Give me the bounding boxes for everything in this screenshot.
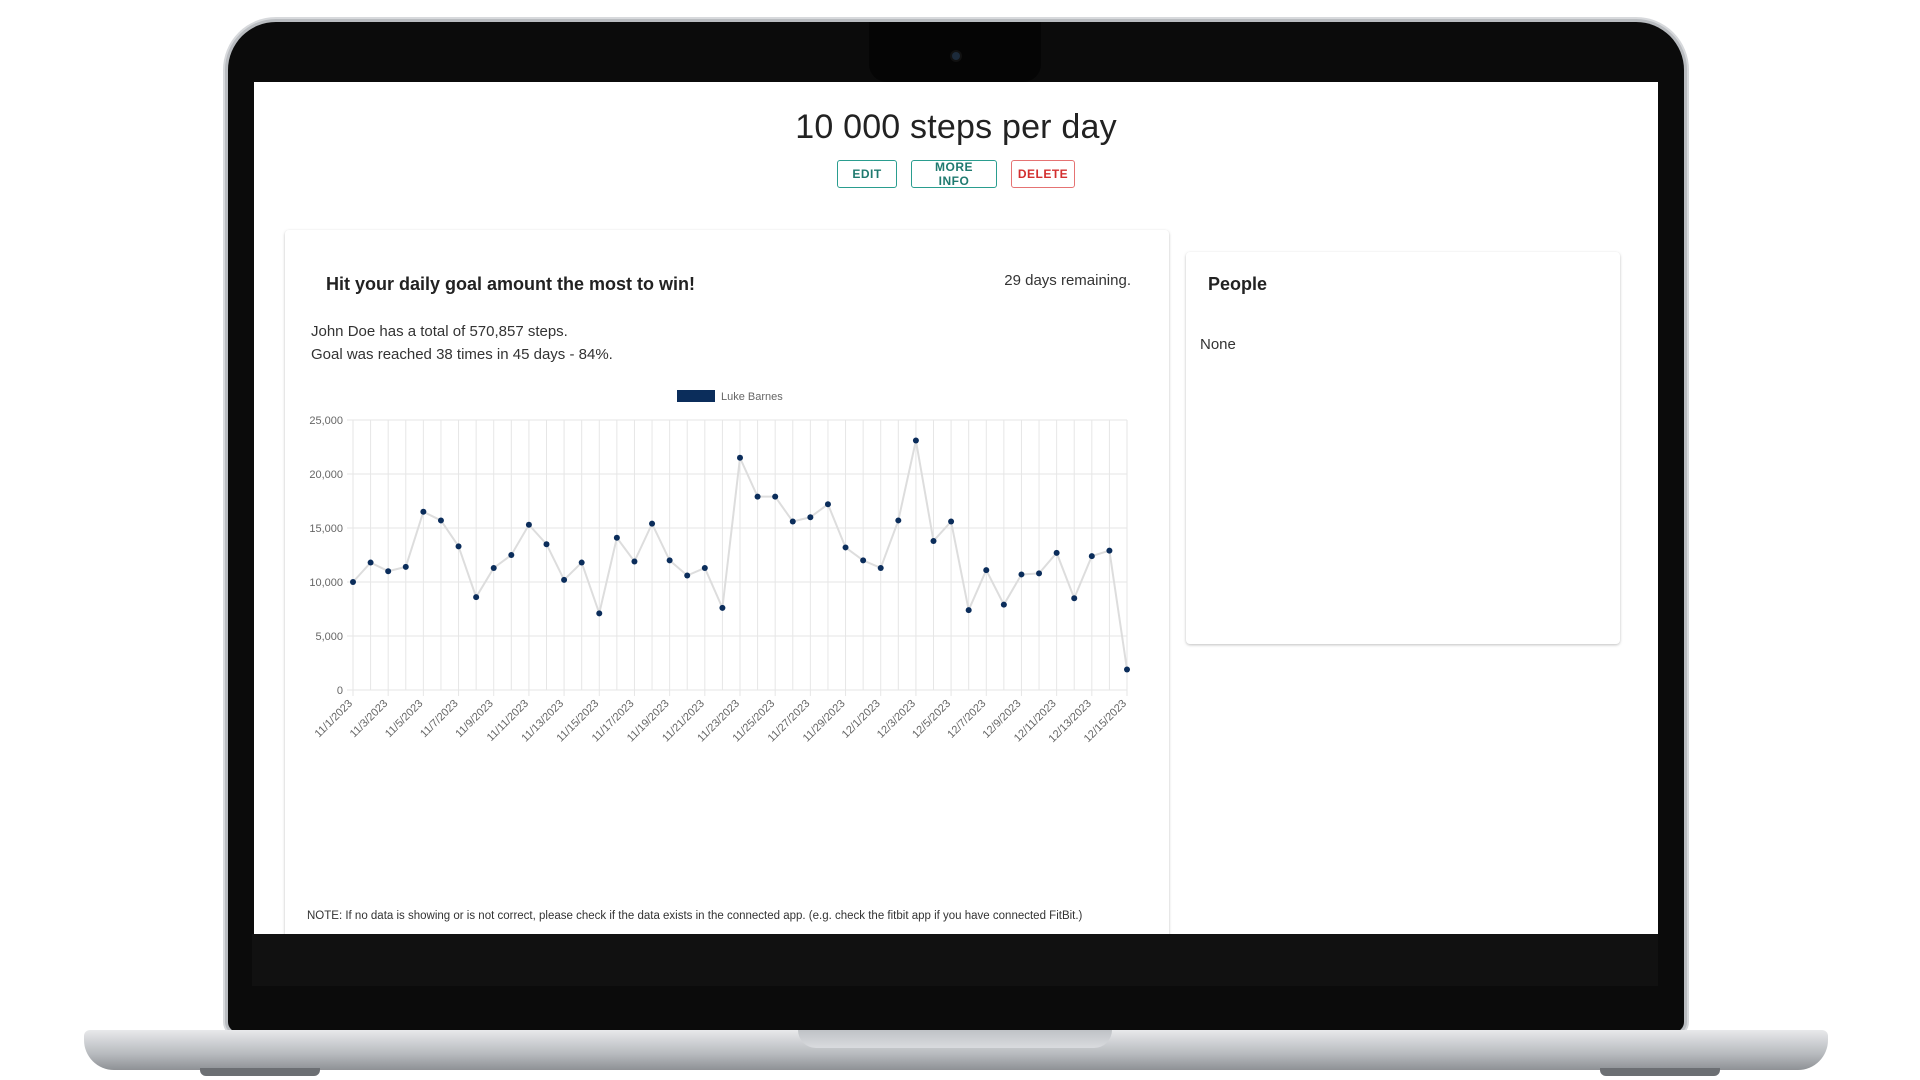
total-steps-line: John Doe has a total of 570,857 steps. <box>311 323 568 340</box>
data-point <box>631 558 638 565</box>
steps-chart: 0 5,000 10,000 15,000 20,000 25,000 11/1/2023… <box>285 380 1169 900</box>
data-point <box>1053 549 1060 556</box>
laptop-foot-right <box>1600 1068 1720 1076</box>
data-point <box>772 493 779 500</box>
y-tick-label: 10,000 <box>309 577 343 589</box>
data-point <box>525 521 532 528</box>
legend-label: Luke Barnes <box>721 391 783 403</box>
challenge-card: Hit your daily goal amount the most to w… <box>285 230 1169 934</box>
data-point <box>420 508 427 515</box>
people-heading: People <box>1208 274 1268 294</box>
more-info-button[interactable]: MORE INFO <box>911 160 997 188</box>
data-point <box>649 520 656 527</box>
data-point <box>596 610 603 617</box>
data-point <box>613 534 620 541</box>
data-point <box>473 594 480 601</box>
chart-grid <box>347 419 1128 696</box>
legend-swatch <box>677 390 715 402</box>
data-point <box>895 517 902 524</box>
data-point <box>490 564 497 571</box>
data-point <box>948 518 955 525</box>
challenge-heading: Hit your daily goal amount the most to w… <box>326 274 696 294</box>
data-point <box>824 501 831 508</box>
y-tick-label: 15,000 <box>309 523 343 535</box>
data-point <box>1018 571 1025 578</box>
chart-x-axis: 11/1/202311/3/202311/5/202311/7/202311/9… <box>313 698 1130 745</box>
data-point <box>965 607 972 614</box>
data-point <box>1071 595 1078 602</box>
chart-series <box>350 437 1130 673</box>
camera-icon <box>952 52 960 60</box>
challenge-summary: John Doe has a total of 570,857 steps. G… <box>311 320 613 366</box>
screen: 10 000 steps per day EDIT MORE INFO DELE… <box>254 82 1658 934</box>
data-point <box>912 437 919 444</box>
data-point <box>877 564 884 571</box>
data-point <box>701 564 708 571</box>
data-point <box>402 563 409 570</box>
y-tick-label: 0 <box>337 685 343 697</box>
data-point <box>437 517 444 524</box>
data-point <box>930 537 937 544</box>
data-point <box>807 514 814 521</box>
data-point <box>578 559 585 566</box>
data-point <box>350 579 356 585</box>
data-point <box>719 604 726 611</box>
steps-chart-svg: 0 5,000 10,000 15,000 20,000 25,000 11/1/2023… <box>309 390 1130 745</box>
chart-y-axis: 0 5,000 10,000 15,000 20,000 25,000 <box>309 415 343 697</box>
data-point <box>367 559 374 566</box>
data-point <box>561 576 568 583</box>
data-point <box>1124 666 1130 673</box>
laptop-bezel-bottom <box>252 934 1658 986</box>
people-empty-text: None <box>1200 336 1236 353</box>
data-point <box>1000 601 1007 608</box>
days-remaining: 29 days remaining. <box>1004 272 1131 289</box>
data-point <box>754 493 761 500</box>
data-point <box>1036 570 1043 577</box>
data-point <box>1088 553 1095 560</box>
data-point <box>1106 547 1113 554</box>
y-tick-label: 25,000 <box>309 415 343 427</box>
edit-button[interactable]: EDIT <box>837 160 897 188</box>
data-point <box>983 567 990 574</box>
page-title: 10 000 steps per day <box>795 108 1117 146</box>
laptop-foot-left <box>200 1068 320 1076</box>
data-point <box>543 541 550 548</box>
data-point <box>684 572 691 579</box>
data-point <box>860 557 867 564</box>
data-point <box>455 543 462 550</box>
y-tick-label: 5,000 <box>315 631 343 643</box>
chart-legend: Luke Barnes <box>677 390 783 403</box>
y-tick-label: 20,000 <box>309 469 343 481</box>
laptop-opening-notch <box>798 1030 1112 1048</box>
data-point <box>789 518 796 525</box>
data-point <box>385 568 392 575</box>
data-note: NOTE: If no data is showing or is not co… <box>307 910 1083 922</box>
data-point <box>666 557 673 564</box>
action-bar: EDIT MORE INFO DELETE <box>254 160 1658 188</box>
goal-reached-line: Goal was reached 38 times in 45 days - 8… <box>311 346 613 363</box>
data-point <box>842 544 849 551</box>
people-card: People None <box>1186 252 1620 644</box>
data-point <box>508 552 515 558</box>
data-point <box>737 454 743 461</box>
delete-button[interactable]: DELETE <box>1011 160 1075 188</box>
